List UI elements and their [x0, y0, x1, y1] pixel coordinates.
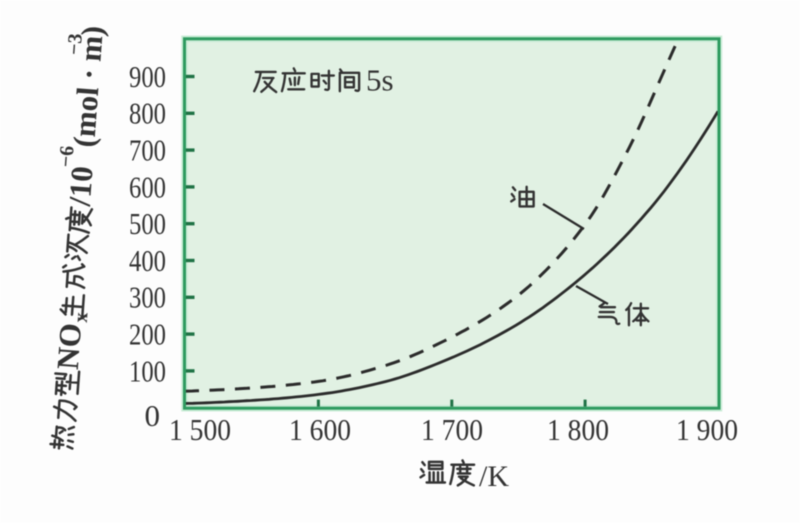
svg-text:−6: −6	[55, 145, 79, 168]
svg-text:500: 500	[129, 206, 166, 241]
svg-text:): )	[74, 25, 110, 38]
svg-text:700: 700	[129, 133, 166, 168]
svg-text:1 600: 1 600	[289, 412, 351, 447]
svg-text:/10: /10	[62, 165, 100, 208]
svg-text:1 700: 1 700	[421, 412, 483, 447]
svg-text:(mol · m: (mol · m	[66, 34, 109, 148]
svg-text:5s: 5s	[366, 63, 394, 98]
svg-text:NO: NO	[50, 322, 88, 371]
svg-text:/K: /K	[479, 460, 509, 493]
svg-text:1 500: 1 500	[169, 412, 231, 447]
svg-text:−3: −3	[63, 33, 87, 56]
svg-text:800: 800	[129, 96, 166, 131]
svg-text:1 900: 1 900	[676, 412, 738, 447]
svg-text:200: 200	[129, 317, 166, 352]
svg-text:400: 400	[129, 243, 166, 278]
svg-text:100: 100	[129, 353, 166, 388]
svg-text:0: 0	[145, 398, 161, 433]
svg-text:1 800: 1 800	[547, 412, 609, 447]
svg-text:900: 900	[129, 59, 166, 94]
svg-text:300: 300	[129, 280, 166, 315]
svg-text:600: 600	[129, 169, 166, 204]
svg-text:x: x	[70, 312, 93, 324]
